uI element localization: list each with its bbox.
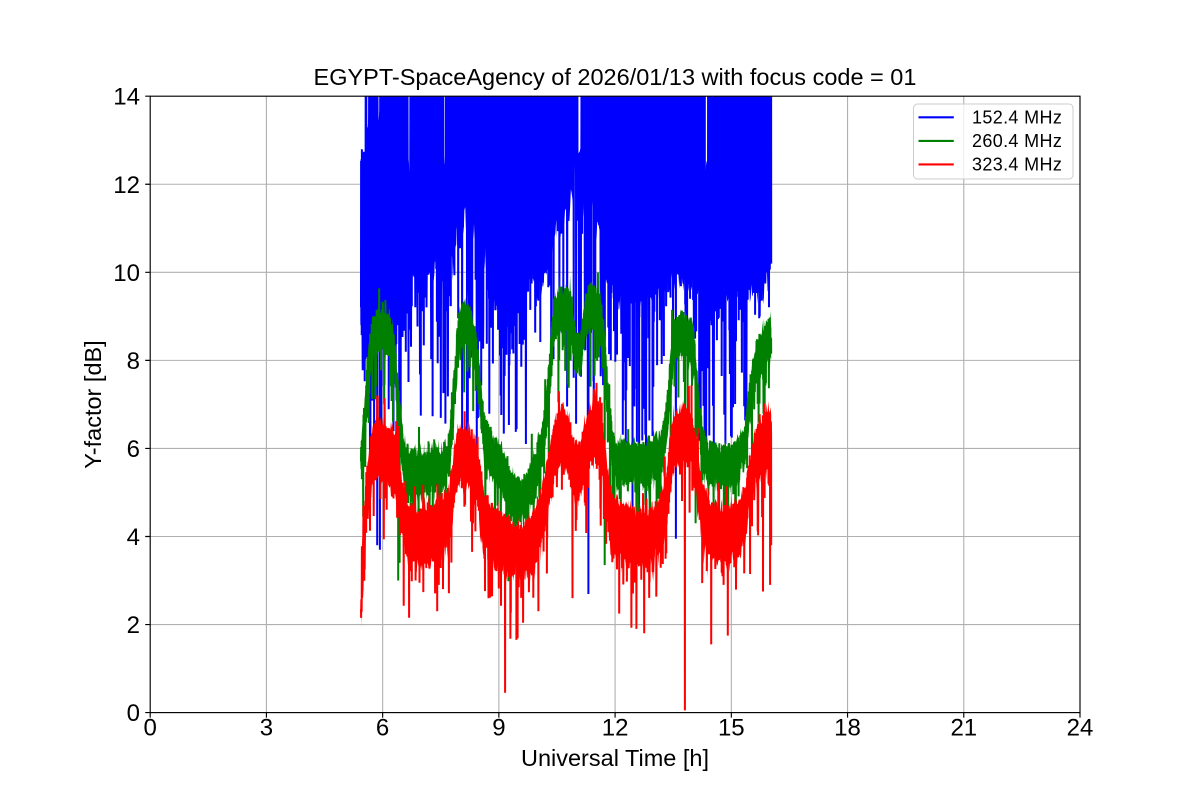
svg-text:6: 6 <box>127 436 140 463</box>
svg-text:Y-factor [dB]: Y-factor [dB] <box>80 340 106 468</box>
svg-text:8: 8 <box>127 348 140 375</box>
svg-text:0: 0 <box>127 700 140 727</box>
svg-text:12: 12 <box>113 172 140 199</box>
svg-text:24: 24 <box>1067 715 1094 742</box>
svg-text:12: 12 <box>602 715 629 742</box>
svg-text:2: 2 <box>127 612 140 639</box>
svg-text:4: 4 <box>127 524 140 551</box>
svg-text:6: 6 <box>376 715 389 742</box>
svg-text:3: 3 <box>260 715 273 742</box>
svg-text:323.4 MHz: 323.4 MHz <box>972 155 1062 175</box>
svg-text:21: 21 <box>950 715 977 742</box>
svg-text:260.4 MHz: 260.4 MHz <box>972 131 1062 151</box>
svg-text:14: 14 <box>113 84 140 111</box>
svg-text:0: 0 <box>144 715 157 742</box>
svg-text:9: 9 <box>492 715 505 742</box>
svg-text:18: 18 <box>834 715 861 742</box>
svg-text:EGYPT-SpaceAgency of 2026/01/1: EGYPT-SpaceAgency of 2026/01/13 with foc… <box>314 64 917 90</box>
svg-text:Universal Time [h]: Universal Time [h] <box>521 745 709 771</box>
svg-text:15: 15 <box>718 715 745 742</box>
svg-text:10: 10 <box>113 260 140 287</box>
svg-text:152.4 MHz: 152.4 MHz <box>972 108 1062 128</box>
